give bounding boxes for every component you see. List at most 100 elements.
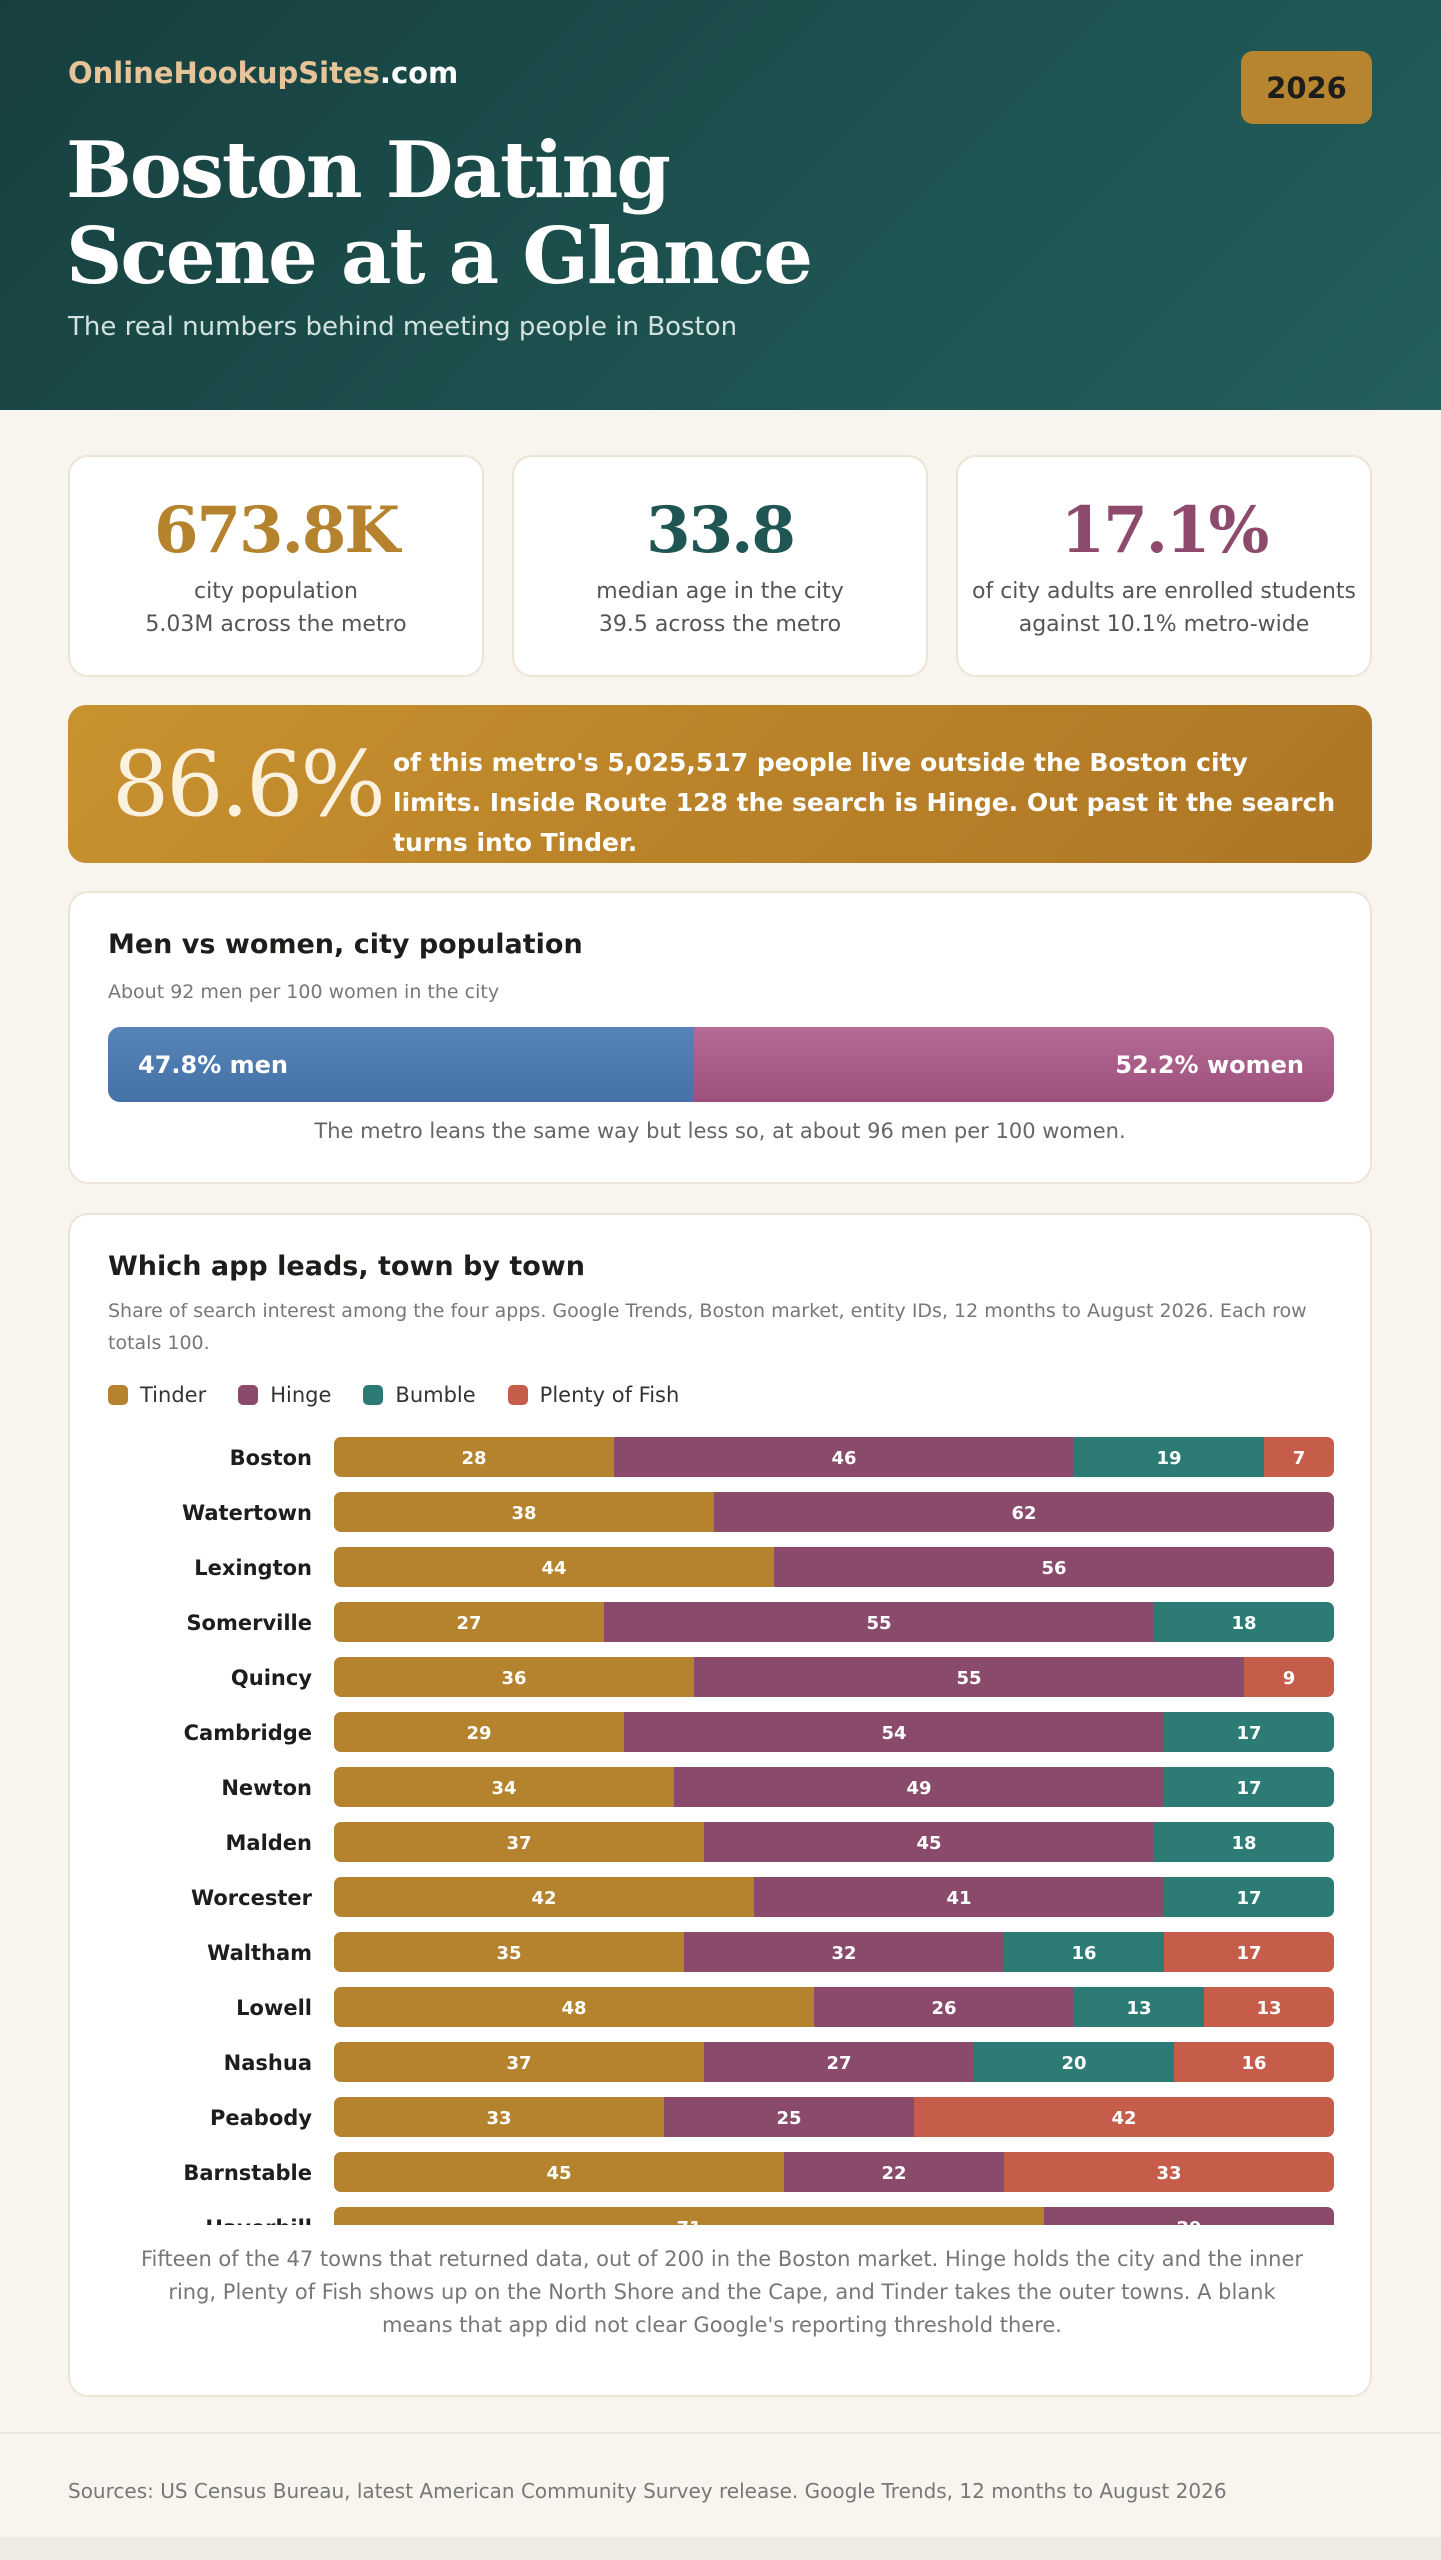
data-label: 17 <box>1236 1943 1261 1964</box>
bar-segment-plenty-of-fish <box>1004 2152 1334 2192</box>
chart-legend: Tinder Hinge Bumble Plenty of Fish <box>108 1383 711 1407</box>
stat-card-population: 673.8K city population 5.03M across the … <box>68 455 484 677</box>
bar-segment-tinder <box>334 1932 684 1972</box>
page-title: Boston Dating Scene at a Glance <box>66 128 966 300</box>
row-label-worcester: Worcester <box>191 1886 313 1910</box>
bar-row-lexington: 44 56 <box>334 1547 1334 1587</box>
brand-logo[interactable]: OnlineHookupSites.com <box>68 56 458 90</box>
apps-panel: Which app leads, town by town Share of s… <box>68 1213 1372 2397</box>
bar-segment-bumble <box>1004 1932 1164 1972</box>
bar-segment-hinge <box>1044 2207 1334 2225</box>
legend-item-plenty-of-fish: Plenty of Fish <box>507 1383 679 1407</box>
data-label: 13 <box>1126 1998 1151 2019</box>
data-label: 36 <box>501 1668 526 1689</box>
data-label: 41 <box>946 1888 971 1909</box>
row-label-newton: Newton <box>221 1776 312 1800</box>
bar-segment-plenty-of-fish <box>1164 1932 1334 1972</box>
data-label: 29 <box>466 1723 491 1744</box>
banner-text: of this metro's 5,025,517 people live ou… <box>393 748 1336 857</box>
bar-segment-bumble <box>1074 1987 1204 2027</box>
data-label: 55 <box>866 1613 891 1634</box>
apps-subtitle: Share of search interest among the four … <box>108 1300 1307 1354</box>
data-label: 13 <box>1256 1998 1281 2019</box>
brand-suffix: .com <box>379 56 459 90</box>
year-badge: 2026 <box>1241 51 1372 124</box>
title-line-2: Scene at a Glance <box>66 211 813 302</box>
stat-value: 33.8 <box>646 493 796 568</box>
data-label: 19 <box>1156 1448 1181 1469</box>
bar-row-haverhill: 71 29 <box>334 2207 1334 2225</box>
legend-item-bumble: Bumble <box>363 1383 476 1407</box>
bar-segment-hinge <box>714 1492 1334 1532</box>
data-label: 62 <box>1011 1503 1036 1524</box>
stat-sublabel: against 10.1% metro-wide <box>1018 612 1310 637</box>
bottom-strip <box>0 2537 1441 2560</box>
bar-segment-bumble <box>1154 1602 1334 1642</box>
banner-percentage: 86.6% <box>112 732 386 837</box>
row-label-lexington: Lexington <box>194 1556 312 1580</box>
gender-title: Men vs women, city population <box>108 929 583 960</box>
row-label-barnstable: Barnstable <box>183 2161 312 2185</box>
bar-segment-tinder <box>334 2097 664 2137</box>
header: OnlineHookupSites.com 2026 Boston Dating… <box>0 0 1441 410</box>
footer: Sources: US Census Bureau, latest Americ… <box>0 2432 1441 2537</box>
legend-label: Hinge <box>270 1383 332 1407</box>
row-label-haverhill: Haverhill <box>205 2216 312 2225</box>
stat-label: city population <box>194 579 358 604</box>
bar-segment-tinder <box>334 1657 694 1697</box>
bar-segment-hinge <box>674 1767 1164 1807</box>
data-label: 46 <box>831 1448 856 1469</box>
data-label: 17 <box>1236 1888 1261 1909</box>
data-label: 32 <box>831 1943 856 1964</box>
legend-swatch <box>363 1385 384 1405</box>
bar-segment-tinder <box>334 1822 704 1862</box>
legend-swatch <box>238 1385 259 1405</box>
bar-segment-tinder <box>334 1877 754 1917</box>
stacked-bar-chart: Boston 28 46 19 7 Watertown 38 62 Lexington 44 56 S… <box>182 1437 1334 2225</box>
bar-row-peabody: 33 25 42 <box>334 2097 1334 2137</box>
data-label: 27 <box>826 2053 851 2074</box>
bar-segment-bumble <box>1154 1822 1334 1862</box>
bar-segment-bumble <box>1164 1712 1334 1752</box>
bar-segment-plenty-of-fish <box>1204 1987 1334 2027</box>
stat-value: 17.1% <box>1060 493 1270 568</box>
title-line-1: Boston Dating <box>66 125 671 216</box>
bar-segment-hinge <box>704 2042 974 2082</box>
bar-segment-hinge <box>784 2152 1004 2192</box>
bar-row-malden: 37 45 18 <box>334 1822 1334 1862</box>
bar-segment-hinge <box>684 1932 1004 1972</box>
bar-row-watertown: 38 62 <box>334 1492 1334 1532</box>
data-label: 48 <box>561 1998 586 2019</box>
bar-segment-tinder <box>334 2152 784 2192</box>
legend-swatch <box>108 1385 128 1405</box>
data-label: 35 <box>496 1943 521 1964</box>
data-label: 71 <box>676 2218 701 2225</box>
data-label: 22 <box>881 2163 906 2184</box>
bar-segment-hinge <box>704 1822 1154 1862</box>
data-label: 37 <box>506 1833 531 1854</box>
stat-value: 673.8K <box>153 493 400 568</box>
bar-segment-hinge <box>664 2097 914 2137</box>
bar-segment-tinder <box>334 1767 674 1807</box>
bar-segment-hinge <box>694 1657 1244 1697</box>
row-label-lowell: Lowell <box>236 1996 312 2020</box>
apps-title: Which app leads, town by town <box>108 1251 585 1282</box>
legend-item-hinge: Hinge <box>238 1383 331 1407</box>
data-label: 33 <box>1156 2163 1181 2184</box>
data-label: 26 <box>931 1998 956 2019</box>
bar-row-newton: 34 49 17 <box>334 1767 1334 1807</box>
data-label: 33 <box>486 2108 511 2129</box>
data-label: 56 <box>1041 1558 1066 1579</box>
data-label: 42 <box>531 1888 556 1909</box>
data-label: 54 <box>881 1723 906 1744</box>
bar-segment-hinge <box>814 1987 1074 2027</box>
stat-card-students: 17.1% of city adults are enrolled studen… <box>956 455 1372 677</box>
bar-segment-bumble <box>1164 1877 1334 1917</box>
stat-sublabel: 5.03M across the metro <box>145 612 407 637</box>
gender-note: The metro leans the same way but less so… <box>314 1119 1126 1143</box>
gender-bar-men: 47.8% men <box>108 1027 695 1102</box>
bar-segment-tinder <box>334 2207 1044 2225</box>
data-label: 20 <box>1061 2053 1086 2074</box>
data-label: 16 <box>1071 1943 1096 1964</box>
row-label-malden: Malden <box>226 1831 313 1855</box>
